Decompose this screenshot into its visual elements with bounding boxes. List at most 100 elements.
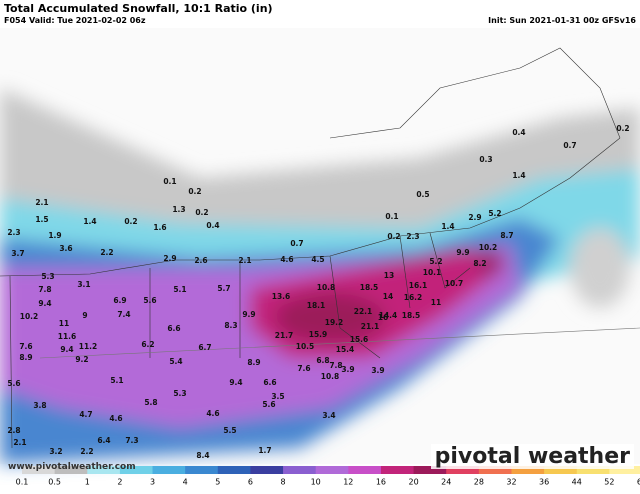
snow-label: 8.7 <box>500 231 513 240</box>
snow-label: 4.5 <box>311 255 324 264</box>
snow-label: 2.9 <box>468 213 481 222</box>
colorbar-tick-label: 32 <box>506 478 516 487</box>
title: Total Accumulated Snowfall, 10:1 Ratio (… <box>4 2 273 15</box>
snow-label: 1.3 <box>172 205 185 214</box>
snow-label: 15.6 <box>350 335 369 344</box>
snow-label: 9 <box>82 311 87 320</box>
colorbar-tick-label: 20 <box>408 478 418 487</box>
snow-label: 5.6 <box>262 400 275 409</box>
colorbar-tick-label: 5 <box>215 478 220 487</box>
snow-label: 0.7 <box>563 141 576 150</box>
colorbar-swatch <box>348 466 382 474</box>
snow-label: 8.9 <box>247 358 260 367</box>
snow-label: 0.4 <box>512 128 525 137</box>
colorbar-swatch <box>54 466 88 474</box>
snow-label: 3.6 <box>59 244 72 253</box>
snow-label: 21.7 <box>275 331 294 340</box>
snow-label: 1.7 <box>258 446 271 455</box>
snow-label: 4.7 <box>79 410 92 419</box>
snow-label: 10.8 <box>317 283 336 292</box>
snow-label: 9.9 <box>456 248 469 257</box>
snow-label: 11.2 <box>79 342 98 351</box>
snow-label: 9.4 <box>60 345 73 354</box>
snow-label: 2.8 <box>7 426 20 435</box>
snow-label: 18.1 <box>307 301 326 310</box>
colorbar-swatch <box>478 466 512 474</box>
snow-label: 1.5 <box>35 215 48 224</box>
snow-label: 6.7 <box>198 343 211 352</box>
snow-label: 1.4 <box>441 222 454 231</box>
snow-label: 16.1 <box>409 281 428 290</box>
website: www.pivotalweather.com <box>8 462 136 472</box>
snow-label: 5.8 <box>144 398 157 407</box>
snow-label: 0.2 <box>616 124 629 133</box>
snow-label: 7.8 <box>329 361 342 370</box>
colorbar-tick-label: 6 <box>248 478 253 487</box>
snow-label: 3.4 <box>322 411 335 420</box>
snow-label: 4.6 <box>280 255 293 264</box>
snow-label: 5.1 <box>110 376 123 385</box>
colorbar-tick-label: 12 <box>343 478 353 487</box>
colorbar-tick-label: 8 <box>281 478 286 487</box>
snow-label: 5.7 <box>217 284 230 293</box>
snow-label: 6.8 <box>316 356 329 365</box>
snow-label: 5.2 <box>429 257 442 266</box>
colorbar-swatch <box>283 466 317 474</box>
snow-label: 2.9 <box>163 254 176 263</box>
colorbar-tick-label: 52 <box>604 478 614 487</box>
snow-label: 0.7 <box>290 239 303 248</box>
snow-label: 3.7 <box>11 249 24 258</box>
snow-label: 5.4 <box>169 357 182 366</box>
snow-label: 7.8 <box>38 285 51 294</box>
snow-label: 0.3 <box>479 155 492 164</box>
snow-label: 2.2 <box>100 248 113 257</box>
snow-label: 2.1 <box>238 256 251 265</box>
colorbar-tick-label: 44 <box>572 478 582 487</box>
snow-label: 13 <box>384 271 394 280</box>
colorbar-tick-label: 36 <box>539 478 549 487</box>
snow-label: 0.1 <box>163 177 176 186</box>
colorbar-swatch <box>185 466 219 474</box>
snow-label: 10.5 <box>296 342 315 351</box>
snow-label: 2.6 <box>194 256 207 265</box>
snow-label: 5.3 <box>173 389 186 398</box>
colorbar-swatch <box>609 466 640 474</box>
colorbar-swatch <box>119 466 154 474</box>
snow-label: 2.1 <box>13 438 26 447</box>
snow-label: 18.5 <box>360 283 379 292</box>
snow-label: 1.6 <box>153 223 166 232</box>
colorbar-tick-label: 28 <box>474 478 484 487</box>
boundaries <box>0 47 640 449</box>
snow-label: 6.6 <box>167 324 180 333</box>
colorbar-swatch <box>544 466 578 474</box>
snow-label: 3.2 <box>49 447 62 456</box>
colorbar-tick-label: 24 <box>441 478 451 487</box>
snow-label: 0.2 <box>195 208 208 217</box>
snow-label: 3.1 <box>77 280 90 289</box>
snow-label: 21.1 <box>361 322 380 331</box>
snow-shading <box>0 88 640 464</box>
snow-label: 3.9 <box>341 365 354 374</box>
snow-label: 10.8 <box>321 372 340 381</box>
snow-label: 0.2 <box>188 187 201 196</box>
snow-label: 9.2 <box>75 355 88 364</box>
valid-time: F054 Valid: Tue 2021-02-02 06z <box>4 16 146 25</box>
snow-label: 10.7 <box>445 279 464 288</box>
snow-label: 8.3 <box>224 321 237 330</box>
colorbar-swatch <box>315 466 349 474</box>
snow-label: 15.4 <box>336 345 355 354</box>
snow-label: 18.5 <box>402 311 421 320</box>
snow-label: 5.6 <box>7 379 20 388</box>
colorbar: 0.10.512345681012162024283236445260 <box>16 466 640 487</box>
snow-label: 6.6 <box>263 378 276 387</box>
colorbar-swatch <box>446 466 480 474</box>
snow-label: 1.9 <box>48 231 61 240</box>
init-time: Init: Sun 2021-01-31 00z GFSv16 <box>488 16 636 25</box>
snow-label: 11 <box>431 298 441 307</box>
snow-label: 5.6 <box>143 296 156 305</box>
colorbar-swatch <box>380 466 415 474</box>
snow-label: 3.5 <box>271 392 284 401</box>
snow-label: 1.4 <box>512 171 525 180</box>
snow-label: 7.3 <box>125 436 138 445</box>
snow-label: 19.2 <box>325 318 344 327</box>
